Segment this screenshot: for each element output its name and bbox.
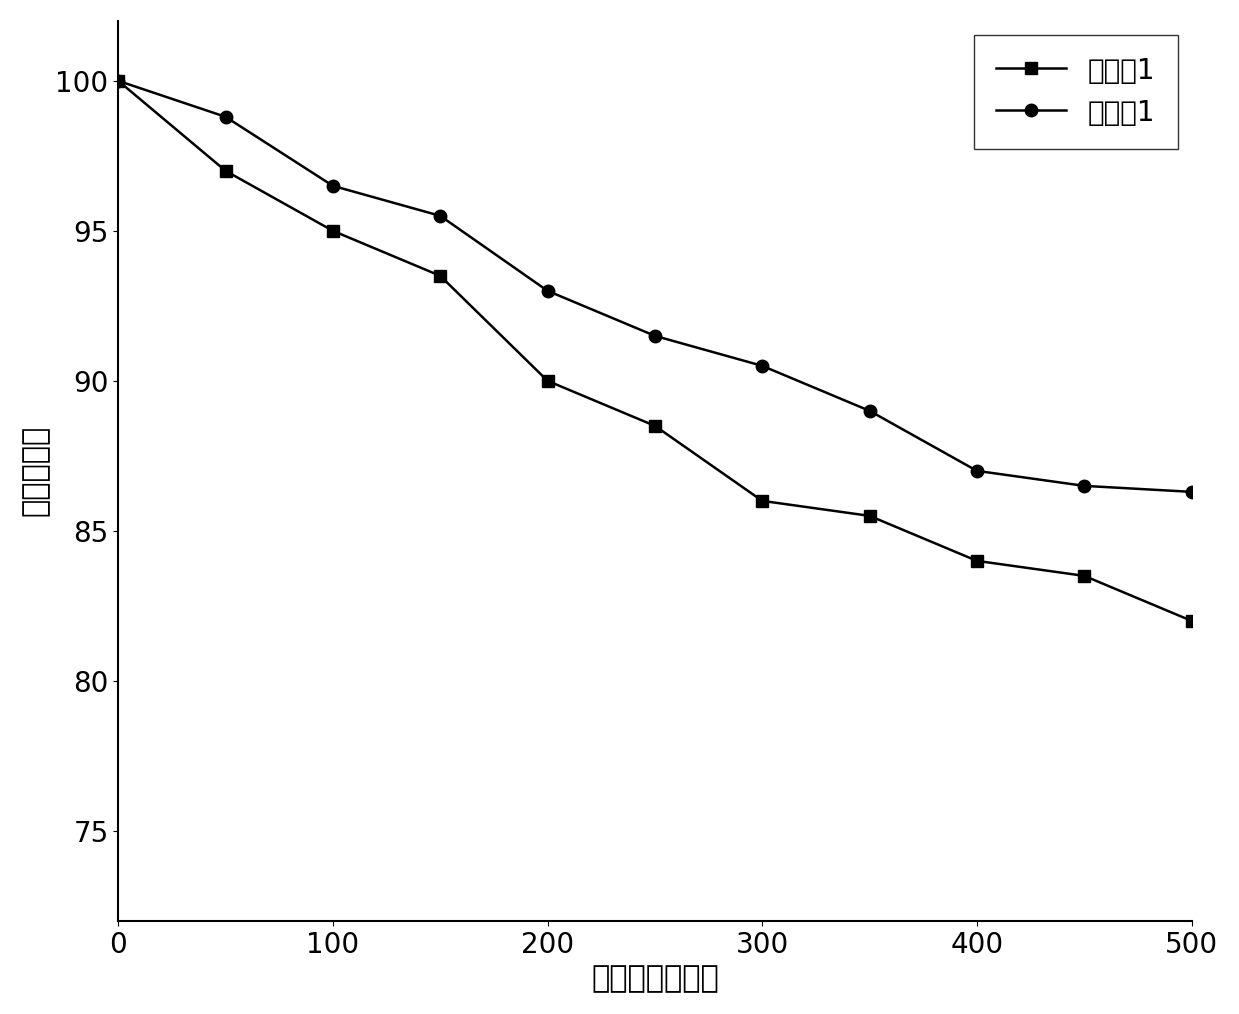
Line: 实施例1: 实施例1	[112, 75, 1198, 498]
对比例1	[326, 225, 341, 237]
Line: 对比例1: 对比例1	[112, 75, 1198, 627]
对比例1	[540, 375, 555, 387]
对比例1	[755, 495, 769, 507]
实施例1	[218, 111, 233, 123]
实施例1	[432, 210, 447, 222]
实施例1	[969, 464, 984, 477]
实施例1	[755, 360, 769, 372]
实施例1	[110, 75, 125, 87]
实施例1	[540, 285, 555, 297]
X-axis label: 循环次数（次）: 循环次数（次）	[591, 964, 719, 993]
实施例1	[648, 330, 663, 342]
实施例1	[1077, 480, 1092, 492]
Y-axis label: 容量保有率: 容量保有率	[21, 425, 50, 516]
对比例1	[648, 420, 663, 432]
实施例1	[326, 179, 341, 192]
对比例1	[110, 75, 125, 87]
对比例1	[969, 555, 984, 567]
实施例1	[862, 405, 877, 417]
对比例1	[862, 510, 877, 522]
对比例1	[1077, 570, 1092, 582]
对比例1	[432, 270, 447, 282]
对比例1	[218, 164, 233, 176]
对比例1	[1184, 614, 1199, 627]
实施例1	[1184, 486, 1199, 498]
Legend: 对比例1, 实施例1: 对比例1, 实施例1	[974, 34, 1178, 149]
